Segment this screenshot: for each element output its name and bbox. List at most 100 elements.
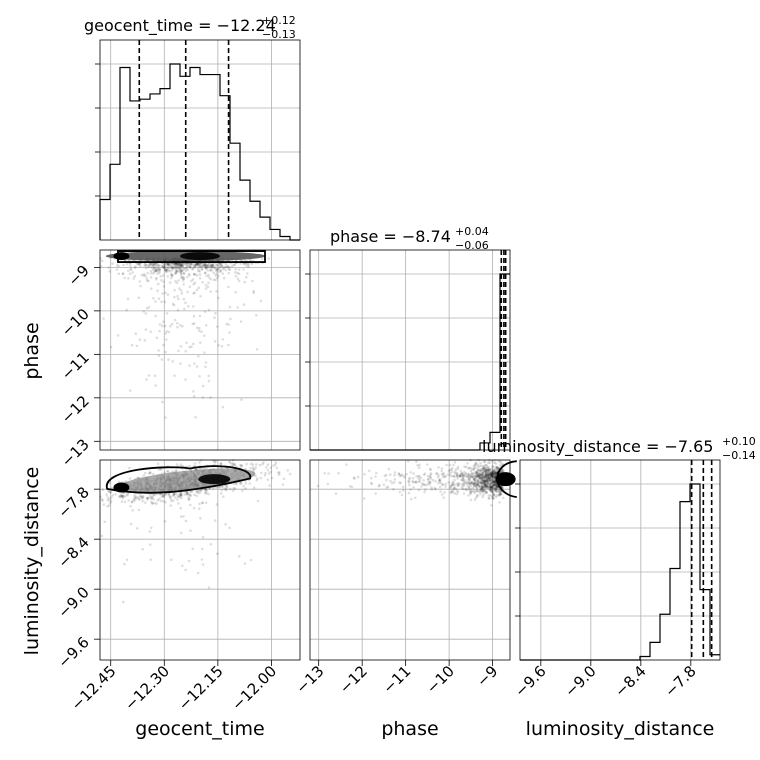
scatter-point (430, 486, 433, 489)
scatter-point (147, 374, 151, 377)
scatter-point (440, 467, 444, 470)
scatter-point (428, 475, 432, 479)
ylabel-luminosity-distance: luminosity_distance (21, 467, 43, 656)
scatter-point (493, 476, 497, 480)
scatter-point (494, 462, 498, 465)
scatter-point (386, 485, 390, 489)
scatter-point (127, 277, 130, 280)
scatter-point (497, 493, 501, 497)
scatter-point (152, 264, 155, 268)
scatter-point (146, 498, 149, 501)
scatter-point (490, 470, 493, 474)
scatter-point (254, 463, 258, 466)
scatter-point (489, 478, 492, 482)
scatter-point (246, 262, 249, 266)
scatter-point (489, 476, 493, 479)
scatter-point (209, 268, 213, 271)
scatter-point (488, 478, 492, 481)
scatter-point (468, 477, 471, 481)
ytick-label-phase: −9 (64, 261, 92, 289)
scatter-point (469, 492, 473, 496)
scatter-point (197, 507, 201, 511)
scatter-point (451, 490, 455, 493)
scatter-point (125, 308, 128, 312)
scatter-point (141, 495, 145, 499)
scatter-point (126, 493, 129, 497)
scatter-point (156, 289, 159, 293)
scatter-point (169, 495, 172, 499)
scatter-point (207, 586, 211, 589)
scatter-point (399, 481, 403, 485)
scatter-point (481, 484, 484, 488)
scatter-point (195, 274, 199, 277)
scatter-point (429, 472, 433, 475)
scatter-point (388, 473, 392, 476)
scatter-point (480, 477, 483, 480)
scatter-point (151, 502, 154, 505)
scatter-point (417, 466, 421, 470)
scatter-point (490, 486, 494, 490)
scatter-point (166, 262, 169, 266)
scatter-point (464, 465, 468, 469)
scatter-point (142, 474, 145, 477)
scatter-point (471, 475, 475, 478)
scatter-point (455, 474, 459, 477)
scatter-point (487, 470, 490, 474)
scatter-point (162, 343, 165, 347)
scatter-point (243, 280, 247, 284)
scatter-point (225, 485, 229, 488)
density-contour (117, 250, 266, 263)
scatter-point (478, 472, 481, 476)
scatter-point (491, 479, 494, 483)
scatter-point (383, 474, 387, 478)
scatter-point (484, 474, 488, 478)
scatter-point (420, 482, 424, 485)
scatter-point (467, 482, 471, 486)
scatter-point (265, 466, 268, 469)
scatter-point (163, 265, 166, 269)
scatter-point (494, 486, 498, 490)
scatter-point (476, 463, 480, 467)
scatter-point (179, 493, 183, 497)
scatter-point (159, 275, 162, 278)
scatter-point (205, 274, 208, 278)
scatter-point (201, 384, 205, 388)
scatter-point (491, 490, 495, 494)
scatter-point (449, 485, 453, 489)
scatter-point (455, 473, 459, 476)
scatter-point (492, 483, 496, 487)
scatter-point (466, 475, 469, 478)
scatter-point (491, 474, 495, 478)
scatter-point (481, 467, 485, 471)
scatter-point (210, 269, 214, 272)
scatter-point (181, 269, 184, 273)
scatter-point (491, 485, 495, 489)
title-luminosity-distance-upper: +0.10 (722, 435, 756, 448)
scatter-point (481, 476, 485, 479)
scatter-point (471, 480, 474, 484)
scatter-point (165, 312, 169, 315)
scatter-point (492, 493, 496, 497)
scatter-point (132, 499, 136, 503)
scatter-point (484, 479, 488, 483)
scatter-point (224, 265, 228, 269)
scatter-point (483, 475, 487, 479)
scatter-point (490, 472, 494, 476)
scatter-point (153, 493, 156, 497)
scatter-point (224, 522, 227, 526)
scatter-point (184, 266, 188, 270)
scatter-point (412, 480, 415, 484)
scatter-point (180, 494, 183, 497)
scatter-point (494, 487, 498, 491)
scatter-point (282, 477, 286, 481)
scatter-point (498, 491, 502, 495)
scatter-point (170, 266, 174, 269)
scatter-point (179, 263, 182, 266)
scatter-point (198, 375, 201, 378)
scatter-point (476, 472, 479, 475)
scatter-point (475, 482, 478, 485)
scatter-point (459, 475, 462, 478)
scatter-point (491, 497, 495, 500)
scatter-point (192, 394, 196, 398)
scatter-point (483, 482, 487, 485)
